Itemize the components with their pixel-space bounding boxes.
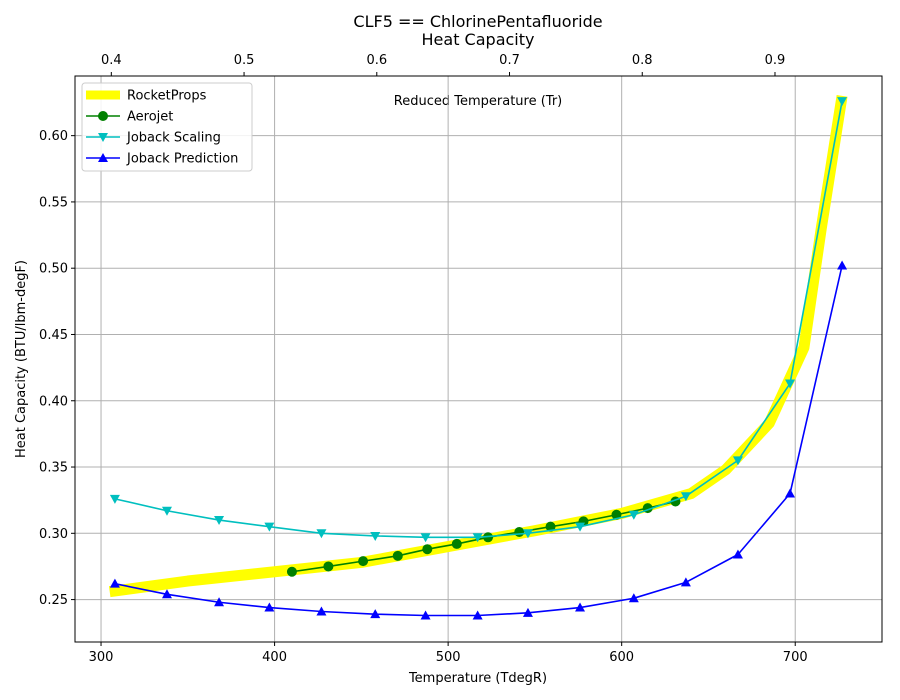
axis-ticks: 300 400 500 600 700 0.25 0.30 0.35 0.40 0.45 0.50 0… xyxy=(39,53,808,665)
legend-label: Joback Prediction xyxy=(126,152,238,167)
legend-box xyxy=(81,82,253,172)
marker-triangle-down xyxy=(575,522,586,532)
marker-triangle-up xyxy=(837,260,848,270)
y-tick-label: 0.45 xyxy=(39,328,68,343)
marker-triangle-down xyxy=(522,529,533,539)
marker-triangle-down xyxy=(370,531,381,541)
marker-triangle-up xyxy=(522,607,533,617)
x2-tick-label: 0.7 xyxy=(499,53,520,68)
legend-item: Joback Prediction xyxy=(86,152,238,167)
marker-triangle-down xyxy=(732,456,743,466)
x2-tick-label: 0.6 xyxy=(366,53,387,68)
chart-title-line2: Heat Capacity xyxy=(422,30,535,49)
marker-triangle-down xyxy=(420,533,431,543)
marker-triangle-down xyxy=(98,133,108,142)
marker-triangle-up xyxy=(472,610,483,620)
series-joback-scaling xyxy=(109,97,848,543)
marker-circle xyxy=(422,544,433,555)
marker-triangle-up xyxy=(98,153,108,162)
marker-triangle-down xyxy=(837,97,848,107)
marker-triangle-down xyxy=(472,533,483,543)
marker-triangle-down xyxy=(785,379,796,389)
marker-triangle-up xyxy=(420,610,431,620)
legend-item: RocketProps xyxy=(86,89,207,104)
legend-label: RocketProps xyxy=(127,89,207,104)
y-tick-label: 0.35 xyxy=(39,461,68,476)
x2-tick-label: 0.4 xyxy=(101,53,122,68)
series-joback-prediction xyxy=(109,260,848,620)
x-tick-label: 400 xyxy=(262,650,287,665)
x-tick-label: 700 xyxy=(783,650,808,665)
marker-triangle-down xyxy=(628,510,639,520)
marker-triangle-down xyxy=(214,516,225,526)
marker-circle xyxy=(358,556,369,567)
marker-triangle-up xyxy=(575,602,586,612)
marker-triangle-up xyxy=(628,593,639,603)
x-tick-label: 500 xyxy=(436,650,461,665)
x2-tick-label: 0.9 xyxy=(765,53,786,68)
marker-circle xyxy=(323,561,334,572)
y-tick-label: 0.55 xyxy=(39,195,68,210)
plot-series xyxy=(108,95,848,620)
plot-frame xyxy=(74,75,883,643)
x-axis-label: Temperature (TdegR) xyxy=(408,671,547,686)
marker-triangle-up xyxy=(161,589,172,599)
marker-triangle-down xyxy=(161,506,172,516)
legend-label: Aerojet xyxy=(127,110,173,125)
marker-circle xyxy=(286,566,297,577)
marker-triangle-up xyxy=(316,606,327,616)
x2-tick-label: 0.8 xyxy=(632,53,653,68)
y-tick-label: 0.50 xyxy=(39,262,68,277)
marker-circle xyxy=(98,111,108,121)
marker-triangle-up xyxy=(214,597,225,607)
marker-triangle-up xyxy=(264,602,275,612)
marker-triangle-up xyxy=(680,577,691,587)
legend-label: Joback Scaling xyxy=(126,131,221,146)
y-axis-label: Heat Capacity (BTU/lbm-degF) xyxy=(14,260,29,458)
grid xyxy=(75,76,882,642)
marker-triangle-down xyxy=(680,492,691,502)
chart-title-line1: CLF5 == ChlorinePentafluoride xyxy=(353,12,602,31)
marker-triangle-up xyxy=(370,609,381,619)
x2-tick-label: 0.5 xyxy=(234,53,255,68)
secondary-x-axis-label: Reduced Temperature (Tr) xyxy=(394,94,562,109)
marker-circle xyxy=(514,526,525,537)
x-tick-label: 300 xyxy=(89,650,114,665)
legend-item: Joback Scaling xyxy=(86,131,221,146)
x-tick-label: 600 xyxy=(609,650,634,665)
marker-circle xyxy=(392,550,403,561)
marker-circle xyxy=(451,538,462,549)
y-tick-label: 0.30 xyxy=(39,527,68,542)
y-tick-label: 0.25 xyxy=(39,593,68,608)
legend-item: Aerojet xyxy=(86,110,173,125)
marker-triangle-up xyxy=(109,578,120,588)
marker-triangle-down xyxy=(109,494,120,504)
y-tick-label: 0.60 xyxy=(39,129,68,144)
marker-triangle-up xyxy=(785,488,796,498)
legend: RocketProps Aerojet Joback Scaling Joback P… xyxy=(81,82,253,172)
marker-triangle-up xyxy=(732,549,743,559)
marker-triangle-down xyxy=(264,522,275,532)
marker-triangle-down xyxy=(316,529,327,539)
y-tick-label: 0.40 xyxy=(39,394,68,409)
